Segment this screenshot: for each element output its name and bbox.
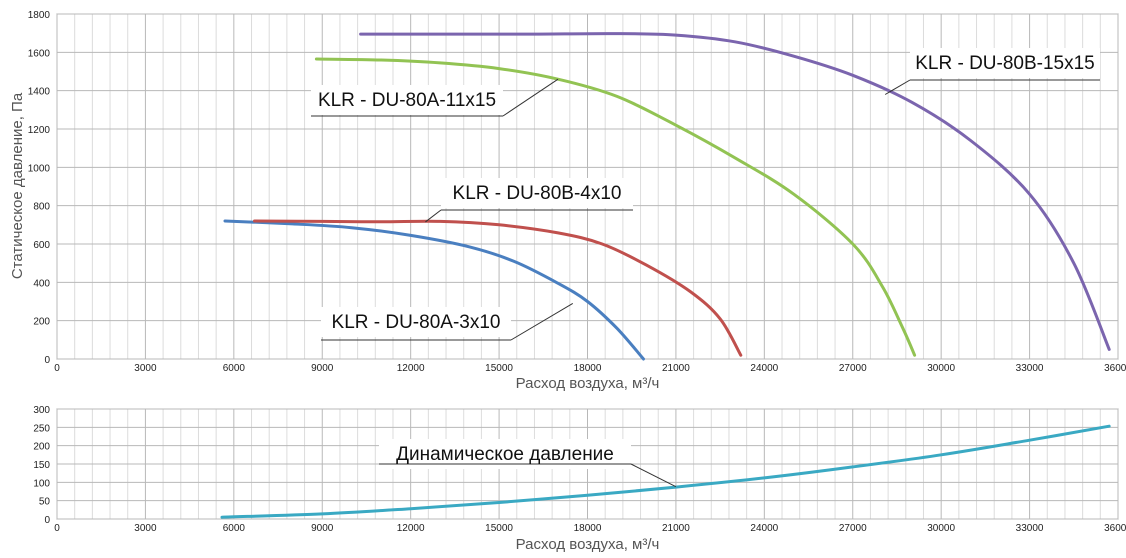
- top-x-tick-label: 18000: [574, 363, 602, 374]
- top-callout-leader-2: [425, 209, 442, 223]
- bottom-y-tick-label: 50: [39, 497, 51, 508]
- bottom-y-tick-label: 100: [33, 478, 50, 489]
- top-x-tick-label: 3000: [134, 363, 157, 374]
- top-x-tick-label: 33000: [1016, 363, 1044, 374]
- top-x-tick-label: 15000: [485, 363, 513, 374]
- top-x-tick-label: 9000: [311, 363, 334, 374]
- top-y-tick-label: 1200: [28, 125, 51, 136]
- bottom-x-tick-label: 18000: [574, 523, 602, 534]
- top-callout-label-2: KLR - DU-80B-4x10: [453, 183, 622, 204]
- top-callout-leader-1: [510, 302, 574, 341]
- bottom-x-tick-label: 6000: [223, 523, 246, 534]
- bottom-x-axis-title: Расход воздуха, м³/ч: [516, 536, 660, 553]
- top-x-tick-label: 30000: [927, 363, 955, 374]
- bottom-x-tick-label: 15000: [485, 523, 513, 534]
- top-series-line-1: [223, 219, 645, 361]
- top-callout-bg-2: [441, 178, 633, 208]
- top-x-tick-label: 6000: [223, 363, 246, 374]
- bottom-x-tick-label: 24000: [750, 523, 778, 534]
- top-x-tick-label: 27000: [839, 363, 867, 374]
- top-x-axis-title: Расход воздуха, м³/ч: [516, 375, 660, 392]
- top-series-line-2: [253, 219, 743, 357]
- top-callout-label-3: KLR - DU-80A-11x15: [318, 90, 496, 111]
- top-series-line-3: [314, 57, 917, 357]
- bottom-y-tick-label: 0: [44, 515, 50, 526]
- bottom-x-tick-label: 0: [54, 523, 60, 534]
- top-y-tick-label: 600: [33, 240, 50, 251]
- bottom-y-tick-label: 300: [33, 405, 50, 416]
- top-y-tick-label: 1800: [28, 10, 51, 21]
- bottom-y-tick-label: 250: [33, 423, 50, 434]
- top-y-axis-title: Статическое давление, Па: [9, 92, 26, 279]
- bottom-callout-label-1: Динамическое давление: [396, 444, 614, 465]
- bottom-x-tick-label: 30000: [927, 523, 955, 534]
- bottom-x-tick-label: 21000: [662, 523, 690, 534]
- top-callout-leader-3: [502, 78, 559, 117]
- bottom-y-tick-label: 150: [33, 460, 50, 471]
- bottom-x-tick-label: 3000: [134, 523, 157, 534]
- bottom-callout-leader-1: [630, 463, 677, 488]
- top-y-tick-label: 1000: [28, 163, 51, 174]
- top-y-tick-label: 800: [33, 202, 50, 213]
- top-x-tick-label: 24000: [750, 363, 778, 374]
- bottom-series-line-1: [220, 424, 1111, 519]
- top-callout-label-1: KLR - DU-80A-3x10: [332, 312, 501, 333]
- top-y-tick-label: 0: [44, 355, 50, 366]
- top-y-tick-label: 1600: [28, 48, 51, 59]
- top-callout-leader-4: [884, 79, 911, 95]
- bottom-x-tick-label: 9000: [311, 523, 334, 534]
- top-series-line-4: [359, 32, 1111, 351]
- top-x-tick-label: 0: [54, 363, 60, 374]
- top-callout-label-4: KLR - DU-80B-15x15: [915, 53, 1095, 74]
- top-callout-bg-4: [910, 48, 1100, 78]
- top-y-tick-label: 1400: [28, 87, 51, 98]
- top-y-tick-label: 200: [33, 317, 50, 328]
- bottom-x-tick-label: 33000: [1016, 523, 1044, 534]
- bottom-x-tick-label: 12000: [397, 523, 425, 534]
- bottom-x-tick-label: 27000: [839, 523, 867, 534]
- top-callout-bg-3: [311, 85, 503, 115]
- top-callout-bg-1: [321, 307, 511, 337]
- top-y-tick-label: 400: [33, 278, 50, 289]
- top-x-tick-label: 21000: [662, 363, 690, 374]
- top-x-tick-label: 12000: [397, 363, 425, 374]
- bottom-y-tick-label: 200: [33, 442, 50, 453]
